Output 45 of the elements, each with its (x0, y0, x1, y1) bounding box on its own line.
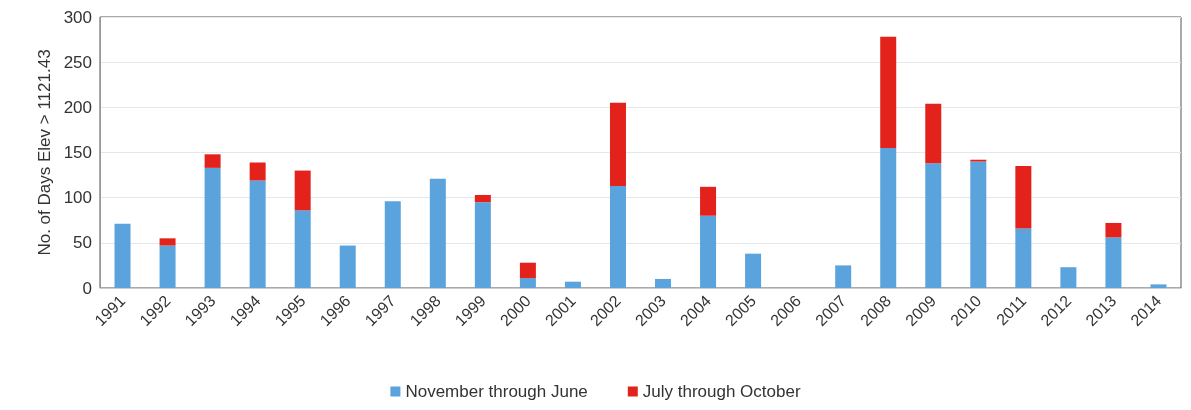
bar (159, 245, 176, 288)
bar (1015, 166, 1032, 229)
y-axis-title: No. of Days Elev > 1121.43 (34, 49, 54, 256)
bar (655, 278, 672, 288)
bar (564, 281, 581, 288)
bar (474, 194, 491, 203)
bar (1150, 284, 1167, 288)
bar (474, 202, 491, 288)
bar (519, 262, 536, 279)
bar (880, 147, 897, 288)
bar (204, 167, 221, 288)
bar (249, 180, 266, 288)
bar (204, 154, 221, 168)
legend-label: November through June (405, 382, 588, 401)
bar (114, 223, 131, 288)
bar (1105, 237, 1122, 288)
bar (159, 238, 176, 246)
bar (835, 265, 852, 288)
y-tick-label: 150 (63, 143, 92, 162)
bar (294, 170, 311, 211)
bar (700, 215, 717, 288)
bar (384, 201, 401, 288)
bar (925, 163, 942, 288)
bar (745, 253, 762, 288)
bar (429, 178, 446, 288)
y-tick-label: 50 (73, 233, 92, 253)
bar (294, 210, 311, 288)
bar (609, 185, 626, 288)
bar (249, 162, 266, 181)
y-tick-label: 0 (82, 278, 92, 298)
bar (700, 186, 717, 216)
bar (339, 245, 356, 288)
bar (609, 102, 626, 186)
bar (925, 103, 942, 164)
bar (1060, 267, 1077, 288)
bar (970, 161, 987, 288)
y-tick-label: 250 (63, 52, 92, 72)
bar (880, 36, 897, 148)
bar (519, 278, 536, 288)
y-tick-label: 100 (63, 188, 92, 208)
bar (1015, 228, 1032, 288)
y-tick-label: 200 (63, 97, 92, 117)
y-tick-label: 300 (63, 7, 92, 27)
legend-label: July through October (642, 382, 801, 401)
bar (1105, 222, 1122, 238)
